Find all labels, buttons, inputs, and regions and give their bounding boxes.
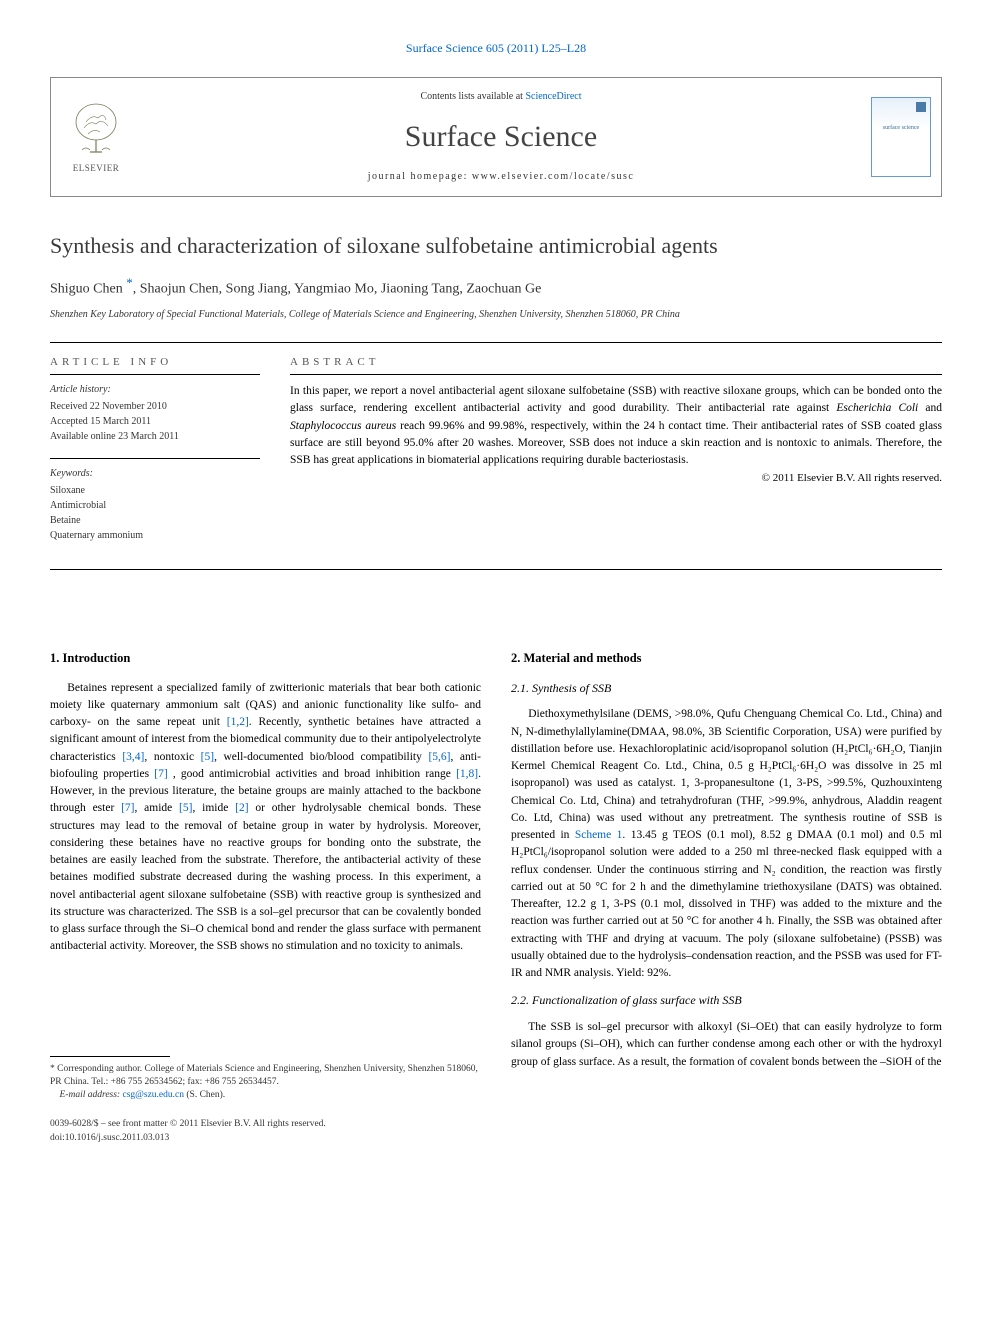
sub21-heading: 2.1. Synthesis of SSB <box>511 680 942 697</box>
info-divider-1 <box>50 374 260 375</box>
keywords-block: Keywords: Siloxane Antimicrobial Betaine… <box>50 467 260 543</box>
article-info-column: ARTICLE INFO Article history: Received 2… <box>50 355 260 557</box>
info-divider-2 <box>50 458 260 459</box>
left-column: 1. Introduction Betaines represent a spe… <box>50 650 481 1145</box>
journal-homepage: journal homepage: www.elsevier.com/locat… <box>368 170 635 184</box>
sub21-t-b: . 13.45 g TEOS (0.1 mol), 8.52 g DMAA (0… <box>511 829 942 979</box>
elsevier-label: ELSEVIER <box>73 162 120 175</box>
intro-t-i: , imide <box>192 802 235 814</box>
journal-cover: surface science <box>861 78 941 196</box>
header-center: Contents lists available at ScienceDirec… <box>141 78 861 196</box>
corresponding-footnote: * Corresponding author. College of Mater… <box>50 1063 481 1103</box>
divider-top <box>50 342 942 343</box>
intro-t-j: or other hydrolysable chemical bonds. Th… <box>50 802 481 952</box>
sub21-paragraph: Diethoxymethylsilane (DEMS, >98.0%, Qufu… <box>511 706 942 982</box>
email-link[interactable]: csg@szu.edu.cn <box>122 1090 184 1100</box>
email-suffix: (S. Chen). <box>184 1090 225 1100</box>
intro-t-h: , amide <box>134 802 179 814</box>
ref-link-8[interactable]: [5] <box>179 802 192 814</box>
keyword-3: Betaine <box>50 513 260 528</box>
cover-thumbnail: surface science <box>871 97 931 177</box>
contents-prefix: Contents lists available at <box>420 91 525 102</box>
abstract-column: ABSTRACT In this paper, we report a nove… <box>290 355 942 557</box>
cover-mini-label: surface science <box>872 124 930 132</box>
keyword-1: Siloxane <box>50 483 260 498</box>
journal-citation-top[interactable]: Surface Science 605 (2011) L25–L28 <box>50 40 942 57</box>
doi-line: doi:10.1016/j.susc.2011.03.013 <box>50 1132 481 1145</box>
sub22-paragraph: The SSB is sol–gel precursor with alkoxy… <box>511 1019 942 1071</box>
elsevier-tree-icon <box>66 100 126 160</box>
intro-heading: 1. Introduction <box>50 650 481 668</box>
author-first: Shiguo Chen <box>50 282 126 297</box>
body-columns: 1. Introduction Betaines represent a spe… <box>50 650 942 1145</box>
authors-list: Shiguo Chen *, Shaojun Chen, Song Jiang,… <box>50 274 942 299</box>
intro-t-f: , good antimicrobial activities and broa… <box>168 768 456 780</box>
front-matter-line: 0039-6028/$ – see front matter © 2011 El… <box>50 1118 481 1131</box>
ref-link-5[interactable]: [7] <box>154 768 167 780</box>
scheme-link[interactable]: Scheme 1 <box>575 829 623 841</box>
bottom-meta: 0039-6028/$ – see front matter © 2011 El… <box>50 1118 481 1145</box>
intro-t-d: , well-documented bio/blood compatibilit… <box>214 751 428 763</box>
keyword-4: Quaternary ammonium <box>50 528 260 543</box>
footnote-divider <box>50 1056 170 1057</box>
abstract-part-2: and <box>918 402 942 414</box>
journal-title: Surface Science <box>405 116 597 158</box>
sub22-heading: 2.2. Functionalization of glass surface … <box>511 992 942 1009</box>
email-label: E-mail address: <box>60 1090 123 1100</box>
ref-link-2[interactable]: [3,4] <box>122 751 144 763</box>
authors-rest: , Shaojun Chen, Song Jiang, Yangmiao Mo,… <box>133 282 542 297</box>
history-received: Received 22 November 2010 <box>50 399 260 414</box>
history-online: Available online 23 March 2011 <box>50 429 260 444</box>
footnote-email-line: E-mail address: csg@szu.edu.cn (S. Chen)… <box>50 1089 481 1102</box>
keyword-2: Antimicrobial <box>50 498 260 513</box>
right-column: 2. Material and methods 2.1. Synthesis o… <box>511 650 942 1145</box>
ref-link-9[interactable]: [2] <box>235 802 248 814</box>
elsevier-logo: ELSEVIER <box>51 78 141 196</box>
methods-heading: 2. Material and methods <box>511 650 942 668</box>
history-label: Article history: <box>50 383 260 397</box>
intro-t-c: , nontoxic <box>144 751 200 763</box>
ref-link-4[interactable]: [5,6] <box>428 751 450 763</box>
ref-link-7[interactable]: [7] <box>121 802 134 814</box>
abstract-italic-1: Escherichia Coli <box>836 402 918 414</box>
sub21-t-a: Diethoxymethylsilane (DEMS, >98.0%, Qufu… <box>511 708 942 841</box>
affiliation: Shenzhen Key Laboratory of Special Funct… <box>50 308 942 322</box>
intro-paragraph: Betaines represent a specialized family … <box>50 680 481 956</box>
journal-header: ELSEVIER Contents lists available at Sci… <box>50 77 942 197</box>
abstract-text: In this paper, we report a novel antibac… <box>290 383 942 469</box>
info-abstract-row: ARTICLE INFO Article history: Received 2… <box>50 355 942 557</box>
cover-mini-icon <box>916 102 926 112</box>
abstract-copyright: © 2011 Elsevier B.V. All rights reserved… <box>290 471 942 486</box>
divider-bottom <box>50 569 942 570</box>
article-title: Synthesis and characterization of siloxa… <box>50 232 942 261</box>
ref-link-3[interactable]: [5] <box>201 751 214 763</box>
keywords-label: Keywords: <box>50 467 260 481</box>
ref-link-6[interactable]: [1,8] <box>456 768 478 780</box>
article-history-block: Article history: Received 22 November 20… <box>50 383 260 444</box>
abstract-heading: ABSTRACT <box>290 355 942 370</box>
contents-line: Contents lists available at ScienceDirec… <box>420 90 581 104</box>
sciencedirect-link[interactable]: ScienceDirect <box>525 91 581 102</box>
abstract-divider <box>290 374 942 375</box>
article-info-heading: ARTICLE INFO <box>50 355 260 370</box>
ref-link-1[interactable]: [1,2] <box>227 716 249 728</box>
history-accepted: Accepted 15 March 2011 <box>50 414 260 429</box>
footnote-corr-text: * Corresponding author. College of Mater… <box>50 1063 481 1090</box>
abstract-italic-2: Staphylococcus aureus <box>290 420 396 432</box>
